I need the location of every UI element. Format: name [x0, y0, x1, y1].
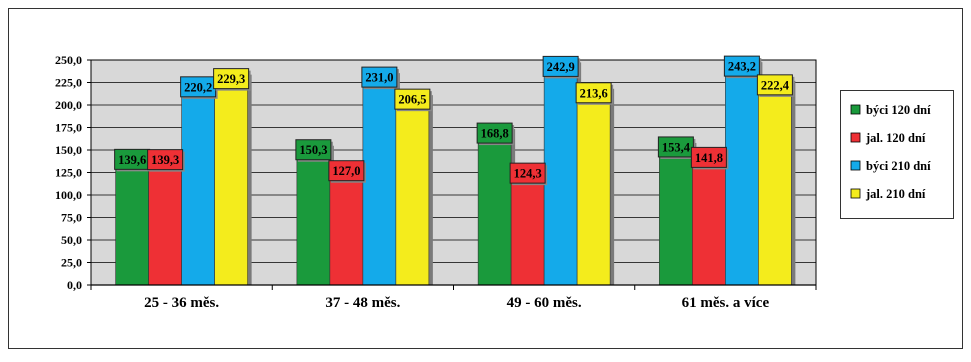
y-tick-label: 75,0 — [61, 211, 82, 225]
data-label: 222,4 — [761, 78, 790, 92]
y-tick-label: 0,0 — [67, 278, 82, 292]
bar — [725, 65, 759, 286]
data-label-box — [361, 66, 398, 88]
bar — [181, 86, 215, 286]
data-label-box — [147, 149, 184, 171]
x-tick-label: 61 měs. a více — [682, 295, 770, 311]
bar — [510, 172, 545, 286]
legend-swatch — [850, 188, 861, 199]
data-label-box — [476, 122, 513, 144]
bar — [362, 76, 397, 286]
data-label: 141,8 — [695, 151, 723, 165]
legend-label: býci 210 dní — [866, 159, 931, 173]
bars — [115, 62, 796, 286]
bar — [477, 132, 512, 286]
data-labels: 139,6 139,3 220,2 229,3 150,3 127,0 231,0 206,5… — [114, 55, 795, 186]
bar — [576, 92, 611, 286]
y-tick-label: 50,0 — [61, 233, 82, 247]
data-label-box — [756, 74, 793, 96]
data-label-box — [575, 82, 612, 104]
bar — [692, 157, 726, 286]
y-tick-label: 175,0 — [55, 121, 82, 135]
data-label: 220,2 — [184, 80, 212, 94]
data-label: 153,4 — [662, 140, 691, 154]
legend: býci 120 dní jal. 120 dní býci 210 dní jal.… — [850, 103, 931, 201]
bar — [148, 159, 182, 286]
data-label: 124,3 — [514, 167, 542, 181]
legend-label: jal. 210 dní — [865, 187, 926, 201]
y-axis: 0,0 25,0 50,0 75,0 100,0 125,0 150,0 175,0 200,0… — [55, 53, 92, 292]
x-axis: 25 - 36 měs. 37 - 48 měs. 49 - 60 měs. 61 m… — [90, 284, 817, 311]
bar — [395, 98, 430, 286]
legend-swatch — [850, 132, 861, 143]
y-tick-label: 100,0 — [55, 188, 82, 202]
data-label: 139,6 — [118, 153, 146, 167]
data-label-box — [213, 68, 250, 90]
y-tick-label: 250,0 — [55, 53, 82, 67]
data-label: 231,0 — [365, 71, 393, 85]
x-tick-label: 37 - 48 měs. — [325, 295, 400, 311]
bar — [115, 159, 149, 286]
data-label-box — [394, 88, 431, 110]
x-tick-label: 25 - 36 měs. — [144, 295, 219, 311]
data-label-box — [295, 139, 332, 161]
data-label: 150,3 — [299, 143, 327, 157]
data-label: 242,9 — [547, 60, 575, 74]
y-tick-label: 200,0 — [55, 98, 82, 112]
bar — [329, 170, 364, 286]
bar — [214, 78, 248, 286]
y-tick-label: 225,0 — [55, 76, 82, 90]
bar — [543, 66, 578, 286]
data-label: 243,2 — [728, 60, 756, 74]
x-tick-label: 49 - 60 měs. — [507, 295, 582, 311]
data-label-box — [509, 162, 546, 184]
legend-label: býci 120 dní — [866, 103, 931, 117]
data-label: 229,3 — [217, 72, 245, 86]
data-label-box — [723, 55, 760, 77]
legend-label: jal. 120 dní — [865, 131, 926, 145]
legend-swatch — [850, 160, 861, 171]
y-tick-label: 25,0 — [61, 256, 82, 270]
data-label-box — [328, 160, 365, 182]
data-label: 127,0 — [332, 164, 360, 178]
y-tick-label: 125,0 — [55, 166, 82, 180]
bar — [659, 146, 693, 286]
data-label-box — [690, 146, 727, 168]
bar — [758, 84, 792, 286]
data-label: 213,6 — [580, 86, 608, 100]
data-label: 168,8 — [481, 127, 509, 141]
data-label: 206,5 — [398, 93, 426, 107]
y-tick-label: 150,0 — [55, 143, 82, 157]
legend-swatch — [850, 104, 861, 115]
bar — [296, 149, 331, 286]
data-label-box — [542, 55, 579, 77]
data-label: 139,3 — [151, 153, 179, 167]
